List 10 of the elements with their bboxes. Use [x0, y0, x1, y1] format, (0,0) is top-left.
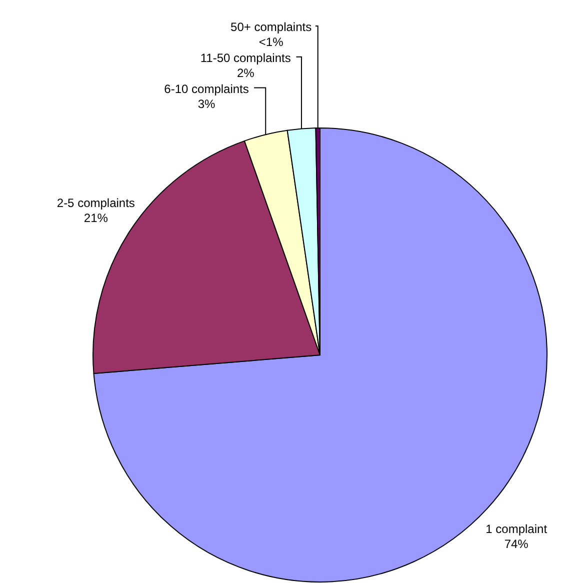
data-label: 3%	[198, 96, 216, 111]
slice-label: 6-10 complaints	[164, 82, 249, 96]
data-label: 21%	[84, 210, 108, 225]
data-label: 74%	[504, 536, 529, 551]
slice-label: 50+ complaints	[230, 20, 312, 34]
slice-label: 2-5 complaints	[56, 196, 135, 210]
data-label: 2%	[236, 66, 255, 80]
slice-label: 1 complaint	[486, 522, 548, 536]
slice-label: 11-50 complaints	[200, 50, 291, 65]
data-label: <1%	[258, 35, 284, 50]
